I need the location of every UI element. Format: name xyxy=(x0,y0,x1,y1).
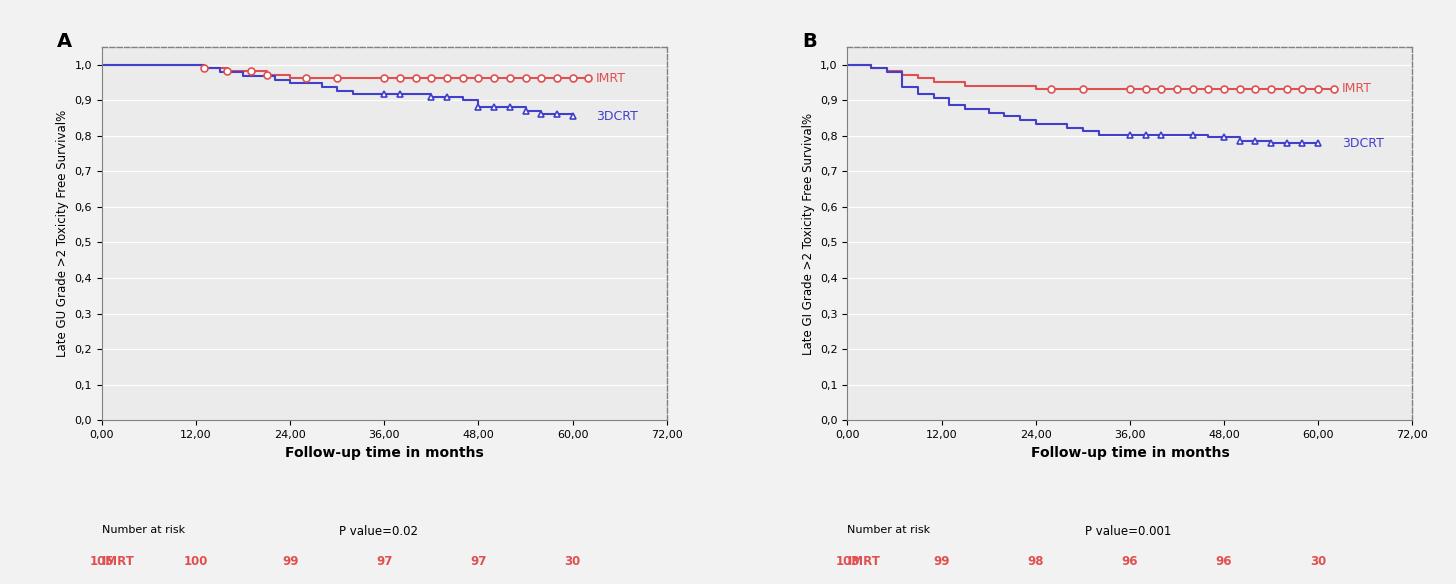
Text: 97: 97 xyxy=(376,555,393,568)
X-axis label: Follow-up time in months: Follow-up time in months xyxy=(1031,446,1229,460)
Text: 96: 96 xyxy=(1121,555,1139,568)
Text: 30: 30 xyxy=(565,555,581,568)
Text: 99: 99 xyxy=(933,555,949,568)
Text: 97: 97 xyxy=(470,555,486,568)
Text: 98: 98 xyxy=(1028,555,1044,568)
Text: 3DCRT: 3DCRT xyxy=(596,110,638,123)
Text: 99: 99 xyxy=(282,555,298,568)
Text: IMRT: IMRT xyxy=(102,555,135,568)
Text: P value=0.001: P value=0.001 xyxy=(1085,525,1171,538)
Text: A: A xyxy=(57,32,71,51)
Y-axis label: Late GI Grade >2 Toxicity Free Survival%: Late GI Grade >2 Toxicity Free Survival% xyxy=(802,113,814,354)
Text: 100: 100 xyxy=(183,555,208,568)
Text: IMRT: IMRT xyxy=(1342,82,1372,95)
Text: 96: 96 xyxy=(1216,555,1232,568)
Text: P value=0.02: P value=0.02 xyxy=(339,525,418,538)
Text: 105: 105 xyxy=(90,555,114,568)
Text: IMRT: IMRT xyxy=(596,72,626,85)
Text: 3DCRT: 3DCRT xyxy=(1342,137,1383,150)
Text: IMRT: IMRT xyxy=(847,555,881,568)
Text: B: B xyxy=(802,32,817,51)
Text: Number at risk: Number at risk xyxy=(847,525,930,535)
Text: Number at risk: Number at risk xyxy=(102,525,185,535)
Text: 103: 103 xyxy=(836,555,859,568)
X-axis label: Follow-up time in months: Follow-up time in months xyxy=(285,446,483,460)
Y-axis label: Late GU Grade >2 Toxicity Free Survival%: Late GU Grade >2 Toxicity Free Survival% xyxy=(55,110,68,357)
Text: 30: 30 xyxy=(1310,555,1326,568)
